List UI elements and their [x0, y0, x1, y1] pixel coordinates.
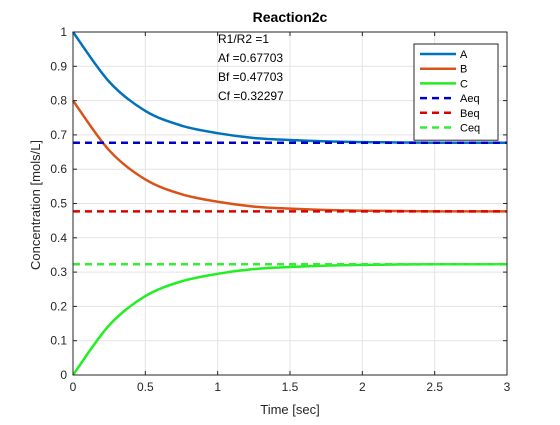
- y-tick-label: 0.9: [50, 59, 67, 73]
- legend-label-ceq: Ceq: [460, 123, 480, 135]
- annotation-line: Af =0.67703: [218, 51, 283, 65]
- series-layer: [71, 31, 507, 376]
- y-axis-label: Concentration [mols/L]: [28, 140, 43, 270]
- x-tick-label: 0.5: [137, 380, 154, 394]
- y-tick-label: 0.4: [50, 231, 67, 245]
- x-tick-label: 2: [359, 380, 366, 394]
- y-tick-label: 0.7: [50, 128, 67, 142]
- y-tick-label: 0.6: [50, 162, 67, 176]
- x-tick-label: 3: [504, 380, 511, 394]
- annotation-line: R1/R2 =1: [218, 32, 269, 46]
- ticks: 0 0.5 1 1.5 2 2.5 3 0 0.1 0.2 0.3 0.4 0.5 0.6 0.7 0.8 0.…: [50, 25, 510, 394]
- y-tick-label: 0: [60, 368, 67, 382]
- x-tick-label: 1: [214, 380, 221, 394]
- legend-label-aeq: Aeq: [460, 93, 480, 105]
- legend: ABC Aeq Beq Ceq: [413, 43, 499, 141]
- legend-label-a: A: [460, 49, 468, 61]
- legend-label-c: C: [460, 78, 468, 90]
- y-tick-label: 0.8: [50, 94, 67, 108]
- annotation-line: Bf =0.47703: [218, 70, 283, 84]
- annotation-line: Cf =0.32297: [218, 89, 284, 103]
- x-axis-label: Time [sec]: [260, 402, 319, 417]
- legend-box: [413, 43, 499, 141]
- y-tick-label: 0.1: [50, 334, 67, 348]
- legend-label-b: B: [460, 64, 467, 76]
- y-tick-label: 1: [60, 25, 67, 39]
- x-tick-label: 0: [70, 380, 77, 394]
- y-tick-label: 0.5: [50, 197, 67, 211]
- x-tick-label: 1.5: [282, 380, 299, 394]
- y-tick-label: 0.3: [50, 265, 67, 279]
- legend-label-beq: Beq: [460, 108, 480, 120]
- x-tick-label: 2.5: [426, 380, 443, 394]
- chart-title: Reaction2c: [253, 9, 328, 25]
- y-tick-label: 0.2: [50, 299, 67, 313]
- annotation: R1/R2 =1 Af =0.67703 Bf =0.47703 Cf =0.3229…: [218, 32, 284, 103]
